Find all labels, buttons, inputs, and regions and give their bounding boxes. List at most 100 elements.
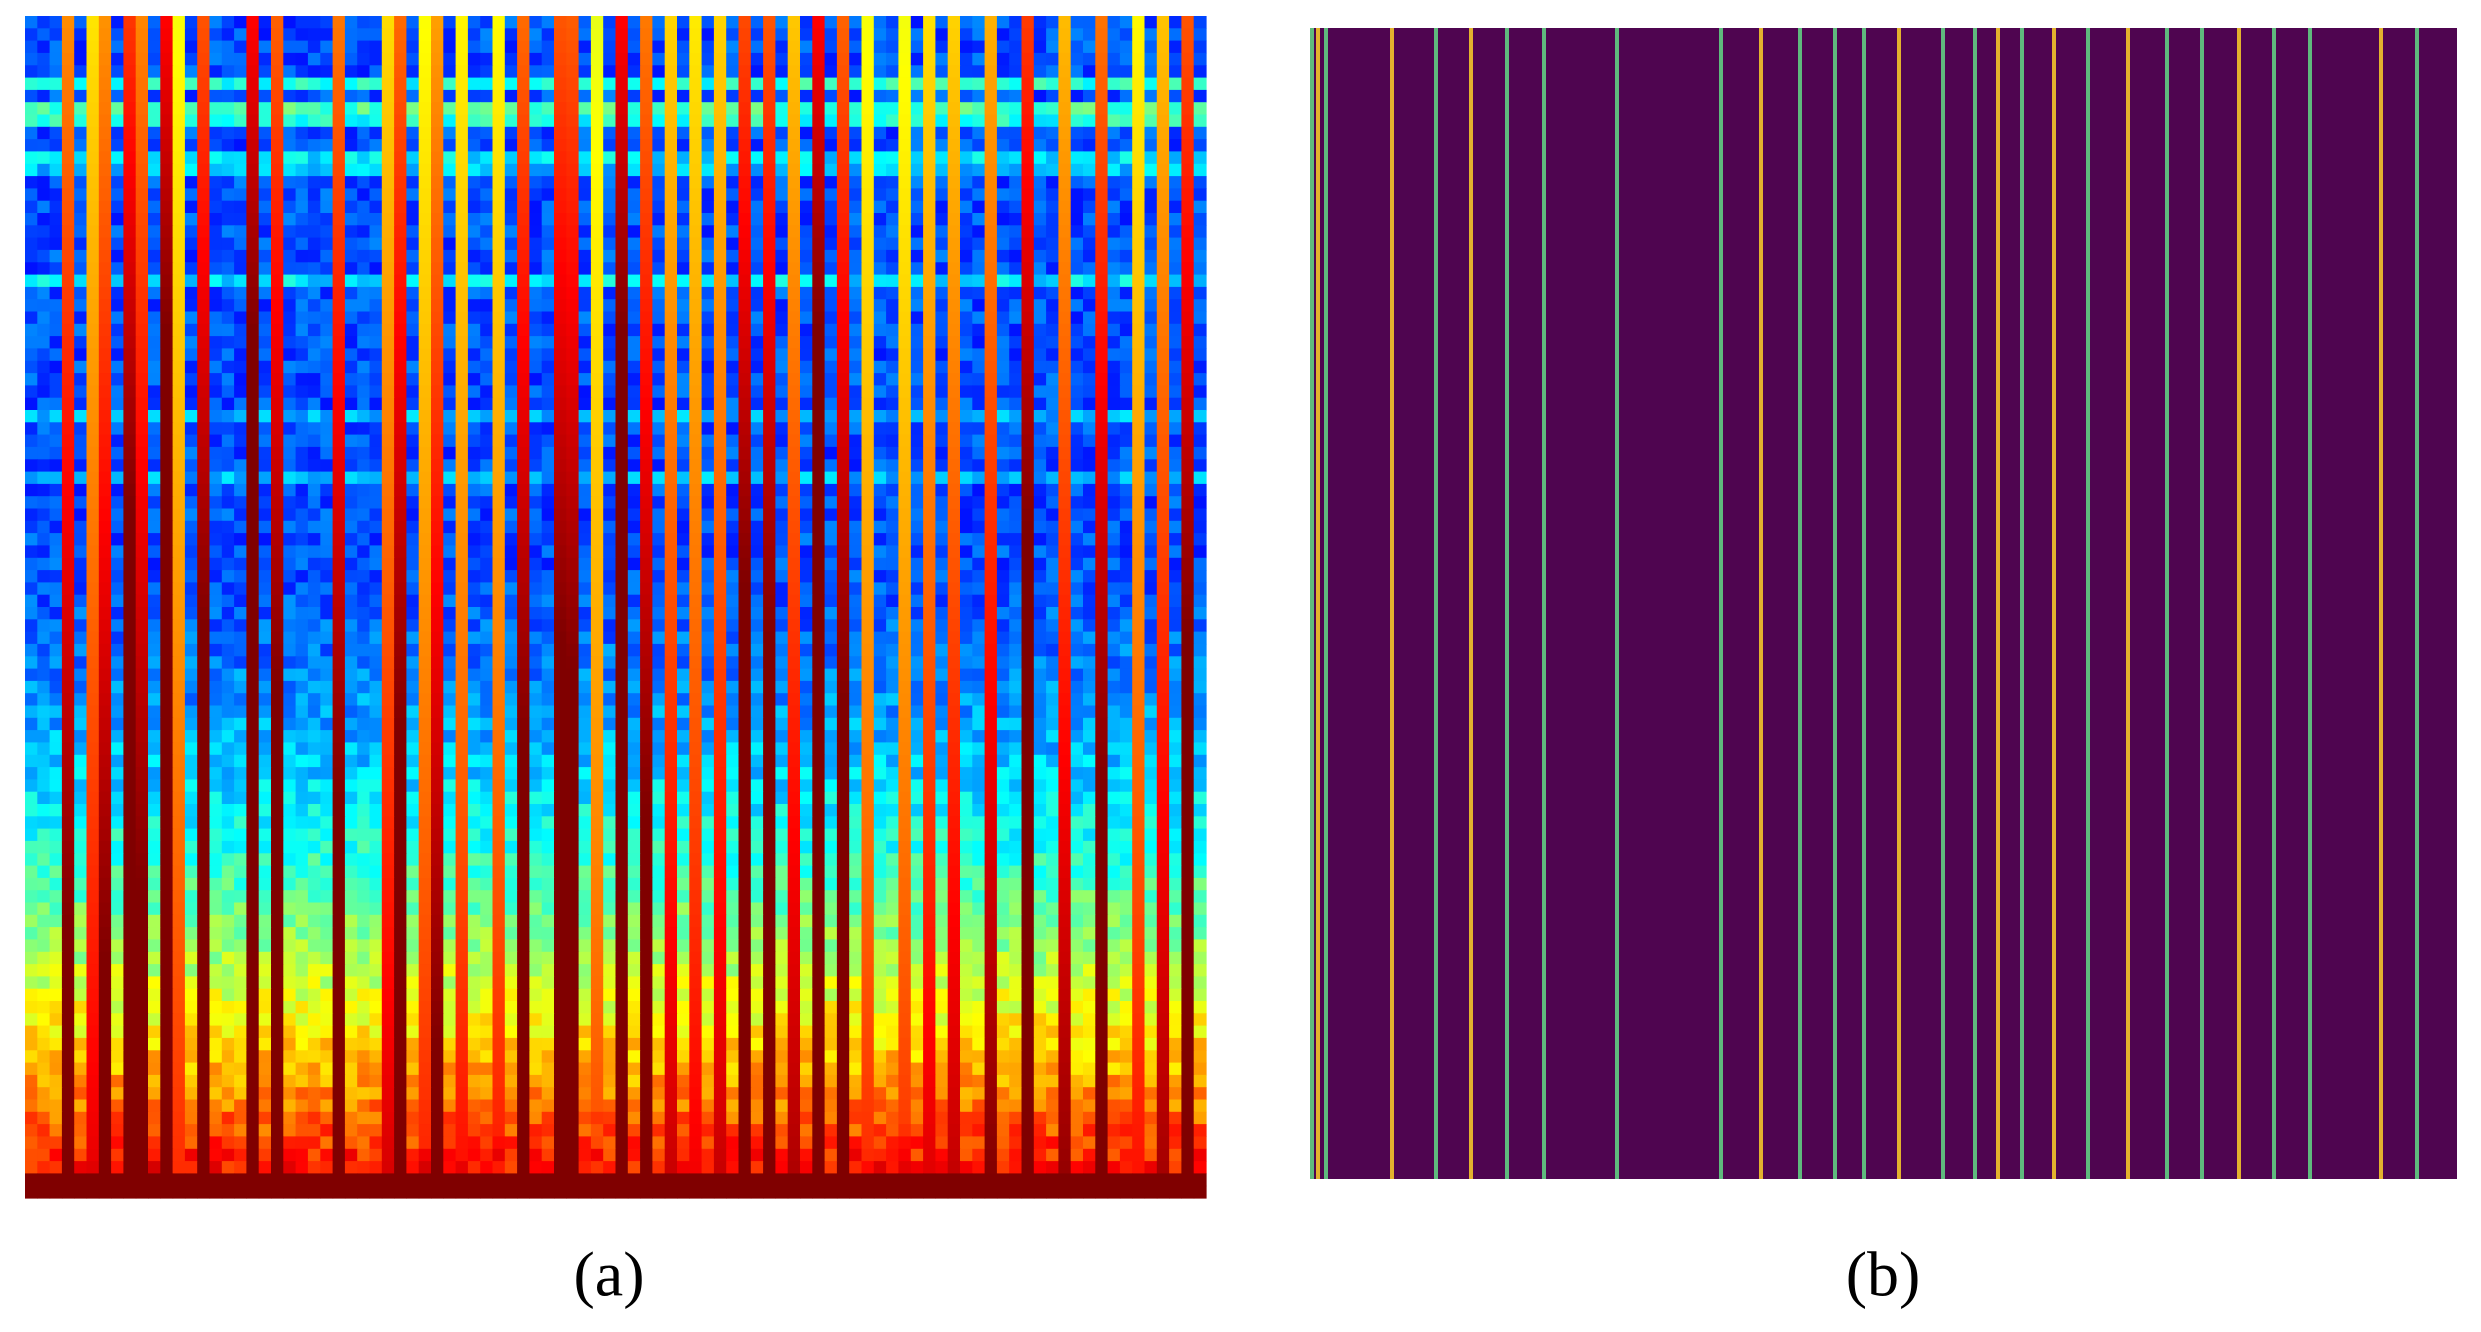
spectrogram-cell — [787, 459, 801, 473]
spectrogram-cell — [1181, 139, 1195, 152]
spectrogram-cell — [701, 237, 715, 251]
spectrogram-cell — [160, 373, 174, 386]
spectrogram-cell — [652, 163, 666, 177]
spectrogram-cell — [677, 176, 690, 189]
spectrogram-cell — [812, 188, 826, 202]
spectrogram-cell — [1033, 151, 1047, 165]
spectrogram-cell — [554, 520, 567, 534]
spectrogram-cell — [381, 40, 395, 54]
spectrogram-cell — [1058, 102, 1072, 116]
spectrogram-cell — [271, 323, 284, 337]
spectrogram-cell — [1095, 274, 1109, 288]
spectrogram-cell — [37, 16, 51, 29]
spectrogram-cell — [467, 483, 481, 497]
spectrogram-cell — [86, 520, 100, 534]
spectrogram-cell — [849, 262, 863, 276]
spectrogram-cell — [74, 126, 88, 140]
spectrogram-cell — [677, 557, 690, 571]
spectrogram-cell — [800, 631, 813, 645]
spectrogram-cell — [640, 262, 653, 276]
spectrogram-cell — [1119, 434, 1133, 448]
spectrogram-cell — [1132, 446, 1146, 460]
spectrogram-cell — [492, 520, 506, 534]
spectrogram-cell — [418, 594, 432, 608]
spectrogram-cell — [1009, 311, 1023, 325]
spectrogram-cell — [98, 446, 112, 460]
spectrogram-cell — [295, 286, 309, 300]
spectrogram-cell — [787, 176, 801, 189]
spectrogram-cell — [640, 188, 653, 202]
spectrogram-cell — [49, 643, 63, 657]
spectrogram-cell — [541, 607, 555, 620]
spectrogram-cell — [111, 28, 124, 42]
spectrogram-cell — [738, 114, 752, 128]
spectrogram-cell — [640, 139, 653, 152]
spectrogram-cell — [664, 28, 678, 42]
spectrogram-cell — [689, 570, 703, 583]
spectrogram-cell — [37, 336, 51, 349]
spectrogram-cell — [320, 385, 334, 399]
spectrogram-cell — [775, 89, 789, 103]
spectrogram-cell — [824, 483, 838, 497]
spectrogram-cell — [1193, 570, 1207, 583]
spectrogram-cell — [1119, 422, 1133, 436]
spectrogram-cell — [221, 200, 235, 214]
spectrogram-cell — [221, 77, 235, 91]
spectrogram-cell — [111, 225, 124, 239]
spectrogram-cell — [504, 323, 518, 337]
spectrogram-cell — [283, 52, 297, 66]
spectrogram-cell — [504, 28, 518, 42]
spectrogram-cell — [160, 188, 174, 202]
spectrogram-cell — [381, 446, 395, 460]
spectrogram-cell — [480, 459, 494, 473]
spectrogram-cell — [1119, 323, 1133, 337]
spectrogram-cell — [750, 607, 764, 620]
spectrogram-cell — [787, 446, 801, 460]
spectrogram-cell — [443, 200, 457, 214]
spectrogram-cell — [135, 126, 149, 140]
spectrogram-cell — [824, 274, 838, 288]
spectrogram-cell — [640, 225, 653, 239]
spectrogram-cell — [1083, 496, 1096, 510]
spectrogram-cell — [738, 643, 752, 657]
spectrogram-cell — [1132, 336, 1146, 349]
spectrogram-cell — [1156, 545, 1170, 559]
spectrogram-cell — [246, 274, 260, 288]
spectrogram-cell — [923, 286, 936, 300]
spectrogram-cell — [221, 397, 235, 411]
spectrogram-cell — [320, 336, 334, 349]
spectrogram-cell — [234, 65, 247, 79]
spectrogram-cell — [578, 397, 592, 411]
spectrogram-cell — [615, 311, 629, 325]
spectrogram-cell — [148, 410, 161, 423]
spectrogram-cell — [590, 520, 604, 534]
spectrogram-cell — [873, 28, 887, 42]
spectrogram-cell — [221, 40, 235, 54]
spectrogram-cell — [344, 225, 358, 239]
spectrogram-cell — [197, 249, 211, 263]
spectrogram-cell — [258, 200, 272, 214]
spectrogram-cell — [886, 286, 899, 300]
spectrogram-cell — [357, 533, 371, 546]
spectrogram-cell — [824, 643, 838, 657]
spectrogram-cell — [258, 188, 272, 202]
spectrogram-cell — [935, 336, 949, 349]
spectrogram-cell — [25, 249, 38, 263]
spectrogram-cell — [332, 336, 346, 349]
spectrogram-cell — [1083, 459, 1096, 473]
spectrogram-cell — [234, 139, 247, 152]
spectrogram-cell — [1156, 163, 1170, 177]
spectrogram-cell — [615, 40, 629, 54]
spectrogram-cell — [898, 459, 912, 473]
spectrogram-cell — [529, 570, 543, 583]
spectrogram-cell — [74, 570, 88, 583]
spectrogram-cell — [1119, 385, 1133, 399]
spectrogram-cell — [984, 286, 998, 300]
spectrogram-cell — [1083, 286, 1096, 300]
spectrogram-cell — [1070, 508, 1084, 522]
spectrogram-cell — [923, 471, 936, 485]
spectrogram-cell — [61, 286, 75, 300]
spectrogram-cell — [443, 77, 457, 91]
spectrogram-cell — [480, 16, 494, 29]
spectrogram-cell — [467, 151, 481, 165]
